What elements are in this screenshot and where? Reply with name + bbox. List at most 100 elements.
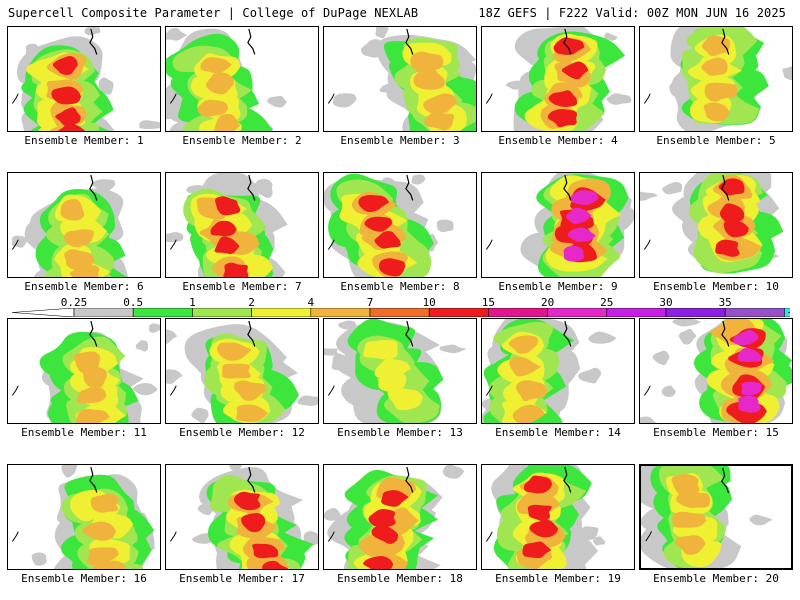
ensemble-member-panel[interactable]: [165, 172, 319, 278]
ensemble-member-label: Ensemble Member: 19: [495, 572, 621, 585]
contour-speck: [375, 27, 389, 39]
contour-red: [715, 178, 749, 257]
coastline: [563, 320, 572, 347]
ensemble-member-label: Ensemble Member: 7: [182, 280, 302, 293]
contour-speck: [640, 416, 656, 423]
ensemble-member-panel[interactable]: [323, 26, 477, 132]
contour-speck: [133, 383, 158, 396]
contour-speck: [324, 507, 341, 521]
colorbar-tick-label: 10: [422, 296, 436, 309]
ensemble-member-panel[interactable]: [481, 318, 635, 424]
coastline: [327, 385, 335, 396]
ensemble-member-label: Ensemble Member: 12: [179, 426, 305, 439]
coastline: [169, 93, 177, 104]
ensemble-member-panel[interactable]: [7, 318, 161, 424]
coastline: [643, 93, 651, 104]
colorbar-tick-label: 25: [600, 296, 614, 309]
colorbar: [12, 308, 790, 317]
contour-speck: [148, 323, 160, 333]
colorbar-segment: [251, 308, 312, 317]
coastline: [11, 239, 19, 250]
ensemble-member-panel[interactable]: [165, 464, 319, 570]
contour-red: [51, 55, 86, 131]
scp-field-map: [11, 27, 160, 131]
contour-speck: [139, 120, 160, 130]
ensemble-member-panel[interactable]: [7, 172, 161, 278]
coastline: [247, 28, 256, 55]
contour-speck: [749, 514, 773, 526]
contour-speck: [166, 328, 178, 345]
coastline: [327, 239, 335, 250]
colorbar-segment: [192, 308, 252, 317]
contour-orange: [410, 51, 458, 131]
ensemble-member-label: Ensemble Member: 5: [656, 134, 776, 147]
ensemble-member-panel[interactable]: [7, 26, 161, 132]
ensemble-member-label: Ensemble Member: 10: [653, 280, 779, 293]
ensemble-member-label: Ensemble Member: 2: [182, 134, 302, 147]
colorbar-tick-label: 30: [659, 296, 673, 309]
ensemble-member-panel[interactable]: [481, 464, 635, 570]
scp-field-map: [11, 465, 155, 569]
scp-field-map: [324, 319, 467, 423]
scp-field-map: [11, 320, 160, 423]
ensemble-member-panel[interactable]: [165, 26, 319, 132]
colorbar-tick-label: 0.5: [123, 296, 144, 309]
contour-red: [522, 475, 559, 559]
colorbar-segment: [132, 308, 193, 317]
coastline: [643, 239, 651, 250]
ensemble-member-panel[interactable]: [639, 172, 793, 278]
contour-speck: [604, 32, 618, 41]
contour-magenta: [733, 329, 762, 413]
colorbar-tick-label: 7: [366, 296, 374, 309]
scp-field-map: [482, 319, 617, 423]
coastline: [11, 93, 19, 104]
colorbar-segment: [369, 308, 430, 317]
colorbar-segment: [606, 308, 667, 317]
contour-speck: [439, 344, 467, 354]
contour-orange: [82, 493, 126, 569]
contour-speck: [61, 465, 78, 478]
colorbar-segment: [724, 308, 785, 317]
contour-speck: [411, 174, 426, 185]
coastline: [169, 239, 177, 250]
contour-speck: [672, 319, 702, 327]
ensemble-member-panel[interactable]: [323, 318, 477, 424]
ensemble-member-label: Ensemble Member: 16: [21, 572, 147, 585]
colorbar-segment: [73, 308, 134, 317]
ensemble-member-panel[interactable]: [481, 26, 635, 132]
ensemble-member-label: Ensemble Member: 20: [653, 572, 779, 585]
scp-field-map: [166, 320, 318, 423]
coastline: [721, 28, 730, 55]
scp-field-map: [11, 174, 129, 277]
ensemble-member-panel[interactable]: [481, 172, 635, 278]
colorbar-segment: [488, 308, 548, 317]
colorbar-tick-label: 4: [307, 296, 315, 309]
contour-speck: [442, 465, 465, 479]
contour-red: [547, 37, 589, 128]
coastline: [247, 320, 256, 347]
coastline: [485, 385, 493, 396]
ensemble-member-label: Ensemble Member: 17: [179, 572, 305, 585]
scp-field-map: [485, 173, 634, 277]
contour-speck: [191, 407, 209, 423]
ensemble-member-panel[interactable]: [7, 464, 161, 570]
ensemble-member-panel[interactable]: [639, 318, 793, 424]
ensemble-member-panel[interactable]: [323, 464, 477, 570]
ensemble-member-panel[interactable]: [639, 26, 793, 132]
ensemble-member-label: Ensemble Member: 3: [340, 134, 460, 147]
contour-speck: [661, 385, 677, 397]
contour-yellow: [363, 339, 423, 411]
scp-field-map: [640, 173, 784, 274]
ensemble-member-panel[interactable]: [323, 172, 477, 278]
ensemble-member-panel[interactable]: [165, 318, 319, 424]
scp-field-map: [327, 27, 476, 131]
contour-speck: [135, 340, 149, 352]
scp-field-map: [169, 465, 318, 569]
contour-speck: [662, 181, 683, 195]
contour-speck: [166, 369, 183, 384]
ensemble-member-panel[interactable]: [639, 464, 793, 570]
contour-orange: [217, 342, 268, 422]
contour-speck: [166, 28, 188, 41]
coastline: [485, 93, 493, 104]
coastline: [89, 174, 98, 201]
